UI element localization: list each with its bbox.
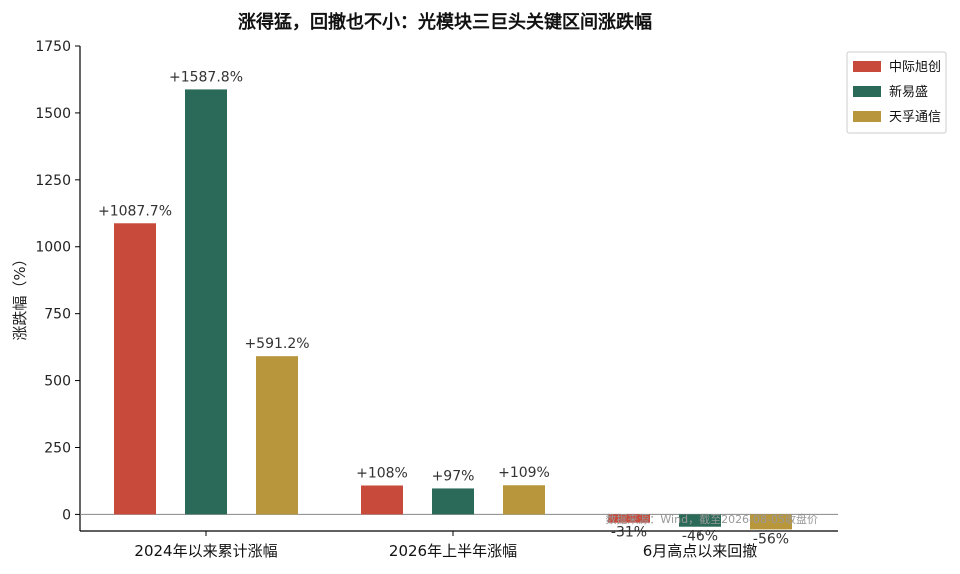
data-label: -46% bbox=[682, 529, 718, 545]
y-axis-label: 涨跌幅（%） bbox=[11, 251, 29, 340]
bar bbox=[679, 514, 721, 527]
x-category-label: 6月高点以来回撤 bbox=[643, 542, 758, 560]
legend-swatch bbox=[853, 86, 881, 97]
y-tick-label: 1250 bbox=[35, 173, 71, 189]
legend-swatch bbox=[853, 61, 881, 72]
bar bbox=[256, 356, 298, 515]
data-label: +591.2% bbox=[244, 336, 309, 352]
y-tick-label: 1750 bbox=[35, 39, 71, 55]
data-label: -31% bbox=[611, 525, 647, 541]
chart-title: 涨得猛，回撤也不小：光模块三巨头关键区间涨跌幅 bbox=[238, 11, 652, 33]
x-category-label: 2024年以来累计涨幅 bbox=[134, 542, 277, 560]
data-label: +109% bbox=[498, 465, 550, 481]
y-tick-label: 1000 bbox=[35, 240, 71, 256]
legend-swatch bbox=[853, 111, 881, 122]
bar bbox=[432, 488, 474, 515]
plot-area: 0 250 500 750 1000 1250 1500 1750 2024年以来累计涨幅 +10… bbox=[35, 39, 838, 560]
source-note: 数据来源：Wind，截至2026-08-05收盘价 bbox=[605, 512, 818, 526]
data-label: -56% bbox=[753, 531, 789, 547]
bar bbox=[750, 514, 792, 530]
data-label: +108% bbox=[356, 465, 408, 481]
y-tick-label: 500 bbox=[44, 374, 71, 390]
bar bbox=[361, 485, 403, 515]
bar bbox=[503, 485, 545, 515]
y-tick-label: 0 bbox=[62, 507, 71, 523]
data-label: +1587.8% bbox=[169, 69, 243, 85]
legend-label: 天孚通信 bbox=[889, 110, 941, 125]
legend-label: 中际旭创 bbox=[889, 60, 941, 75]
legend-label: 新易盛 bbox=[889, 84, 928, 100]
bar bbox=[114, 223, 156, 515]
bar bbox=[185, 89, 227, 515]
data-label: +1087.7% bbox=[98, 203, 172, 219]
y-tick-label: 1500 bbox=[35, 106, 71, 122]
y-tick-label: 750 bbox=[44, 307, 71, 323]
bar bbox=[608, 514, 650, 523]
y-tick-label: 250 bbox=[44, 440, 71, 456]
x-category-label: 2026年上半年涨幅 bbox=[389, 542, 517, 560]
data-label: +97% bbox=[432, 468, 475, 484]
